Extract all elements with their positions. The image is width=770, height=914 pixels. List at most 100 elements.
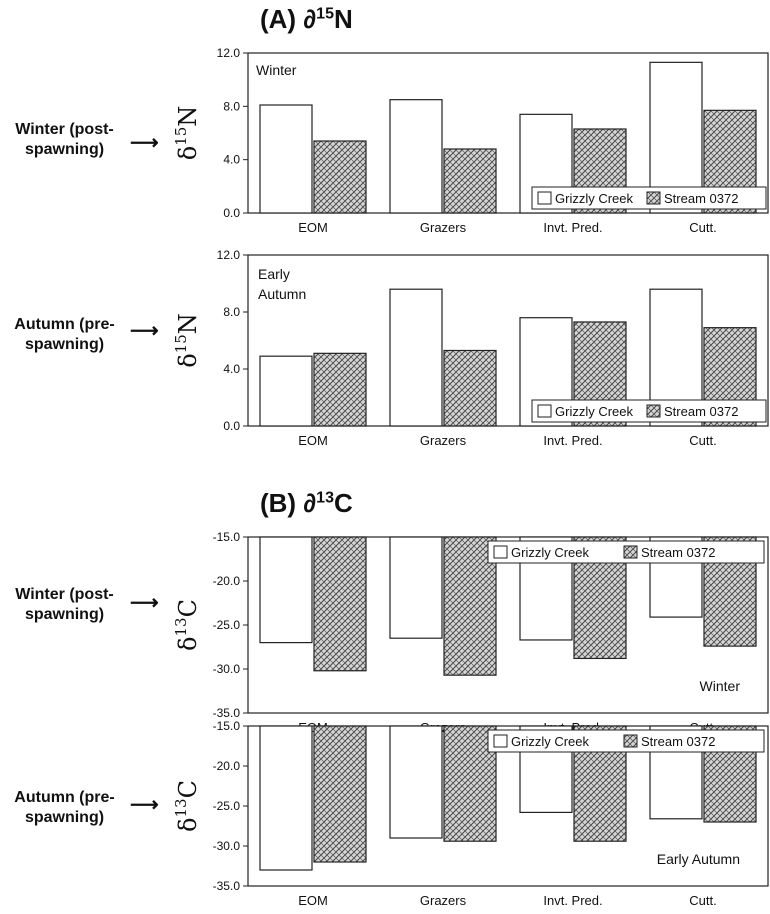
y-axis-label-tail: C [174, 780, 202, 798]
legend-label-grizzly: Grizzly Creek [511, 545, 590, 560]
y-tick-label: -30.0 [213, 662, 241, 676]
section-a-title-prefix: (A) ∂ [260, 4, 317, 34]
legend-label-stream: Stream 0372 [664, 191, 738, 206]
plot-frame [247, 52, 769, 214]
section-b-title: (B) ∂13C [260, 488, 353, 519]
legend-swatch-stream [646, 191, 661, 205]
bar-grizzly-creek [259, 104, 313, 214]
legend-swatch-grizzly [493, 545, 508, 559]
legend-swatch-grizzly [493, 734, 508, 748]
legend-swatch-grizzly [537, 404, 552, 418]
legend-swatch-stream [623, 545, 638, 559]
x-category-label: Grazers [420, 220, 467, 235]
y-tick-label: -15.0 [213, 719, 241, 733]
bar-grizzly-creek [259, 725, 313, 871]
bar-grizzly-creek [389, 536, 443, 639]
x-category-label: EOM [298, 893, 328, 908]
x-category-label: Invt. Pred. [543, 893, 602, 908]
y-axis-label: δ15N [172, 106, 202, 161]
x-category-label: Invt. Pred. [543, 433, 602, 448]
y-tick-label: -25.0 [213, 618, 241, 632]
y-tick-label: 0.0 [223, 206, 240, 220]
y-axis-label: δ13C [172, 599, 202, 651]
bar-grizzly-creek [259, 355, 313, 427]
panel-annotation: Winter [256, 62, 297, 78]
panel-annotation: Autumn [258, 286, 306, 302]
y-tick-label: -35.0 [213, 706, 241, 720]
y-axis-label-sup: 13 [172, 798, 190, 817]
plot-frame [247, 254, 769, 427]
x-category-label: Cutt. [689, 220, 716, 235]
y-tick-label: 8.0 [223, 305, 240, 319]
y-tick-label: 0.0 [223, 419, 240, 433]
chart-panel-1: 0.0 4.0 8.0 12.0 δ15N EOM Grazers Invt. Pred. Cu… [172, 46, 769, 235]
bar-stream-0372 [443, 148, 497, 214]
section-a-title-sup: 15 [316, 5, 334, 23]
y-axis-label-base: δ [174, 637, 202, 651]
legend-swatch-stream [646, 404, 661, 418]
section-a-title-suffix: N [333, 4, 353, 34]
y-axis-label-tail: N [174, 106, 202, 127]
y-axis-label: δ15N [172, 313, 202, 368]
panel-annotation: Early [258, 266, 290, 282]
bar-stream-0372 [313, 725, 367, 863]
row-label-3: Winter (post- spawning) [15, 586, 114, 623]
bar-stream-0372 [443, 349, 497, 427]
legend-label-stream: Stream 0372 [664, 404, 738, 419]
section-a-title: (A) ∂15N [260, 4, 353, 35]
y-tick-label: -35.0 [213, 879, 241, 893]
y-tick-label: -20.0 [213, 574, 241, 588]
section-b-title-sup: 13 [316, 489, 334, 507]
y-axis-label-sup: 15 [172, 334, 190, 353]
y-tick-label: 12.0 [217, 248, 241, 262]
arrow-icon: ⟶ [130, 794, 159, 816]
y-axis-label-base: δ [174, 353, 202, 367]
legend-label-stream: Stream 0372 [641, 734, 715, 749]
x-category-label: Invt. Pred. [543, 220, 602, 235]
bar-grizzly-creek [389, 288, 443, 427]
bar-stream-0372 [443, 725, 497, 842]
y-tick-label: 12.0 [217, 46, 241, 60]
panel-annotation: Early Autumn [657, 851, 740, 867]
y-axis-label-sup: 13 [172, 617, 190, 636]
panel-annotation: Winter [700, 678, 741, 694]
x-category-label: Cutt. [689, 893, 716, 908]
bar-grizzly-creek [389, 725, 443, 839]
legend-label-stream: Stream 0372 [641, 545, 715, 560]
legend-swatch-stream [623, 734, 638, 748]
y-axis-label-tail: C [174, 599, 202, 617]
y-tick-label: -15.0 [213, 530, 241, 544]
x-category-label: Grazers [420, 433, 467, 448]
bar-stream-0372 [443, 536, 497, 676]
legend-swatch-grizzly [537, 191, 552, 205]
arrow-icon: ⟶ [130, 592, 159, 614]
bar-grizzly-creek [259, 536, 313, 644]
x-category-label: EOM [298, 220, 328, 235]
bar-stream-0372 [313, 352, 367, 427]
y-axis-label-tail: N [174, 313, 202, 334]
y-axis-label-base: δ [174, 818, 202, 832]
y-tick-label: 4.0 [223, 362, 240, 376]
section-b-title-prefix: (B) ∂ [260, 488, 317, 518]
bar-stream-0372 [313, 140, 367, 214]
section-b-title-suffix: C [333, 488, 353, 518]
row-label-4: Autumn (pre- spawning) [14, 789, 115, 826]
x-category-label: EOM [298, 433, 328, 448]
bar-stream-0372 [313, 536, 367, 672]
y-tick-label: -25.0 [213, 799, 241, 813]
x-category-label: Grazers [420, 893, 467, 908]
y-tick-label: -30.0 [213, 839, 241, 853]
y-tick-label: 4.0 [223, 153, 240, 167]
bar-grizzly-creek [389, 99, 443, 214]
y-tick-label: 8.0 [223, 99, 240, 113]
y-axis-label-base: δ [174, 146, 202, 160]
y-tick-label: -20.0 [213, 759, 241, 773]
row-label-1: Winter (post- spawning) [15, 121, 114, 158]
row-label-2: Autumn (pre- spawning) [14, 316, 115, 353]
x-category-label: Cutt. [689, 433, 716, 448]
y-axis-label: δ13C [172, 780, 202, 832]
arrow-icon: ⟶ [130, 320, 159, 342]
legend-label-grizzly: Grizzly Creek [511, 734, 590, 749]
